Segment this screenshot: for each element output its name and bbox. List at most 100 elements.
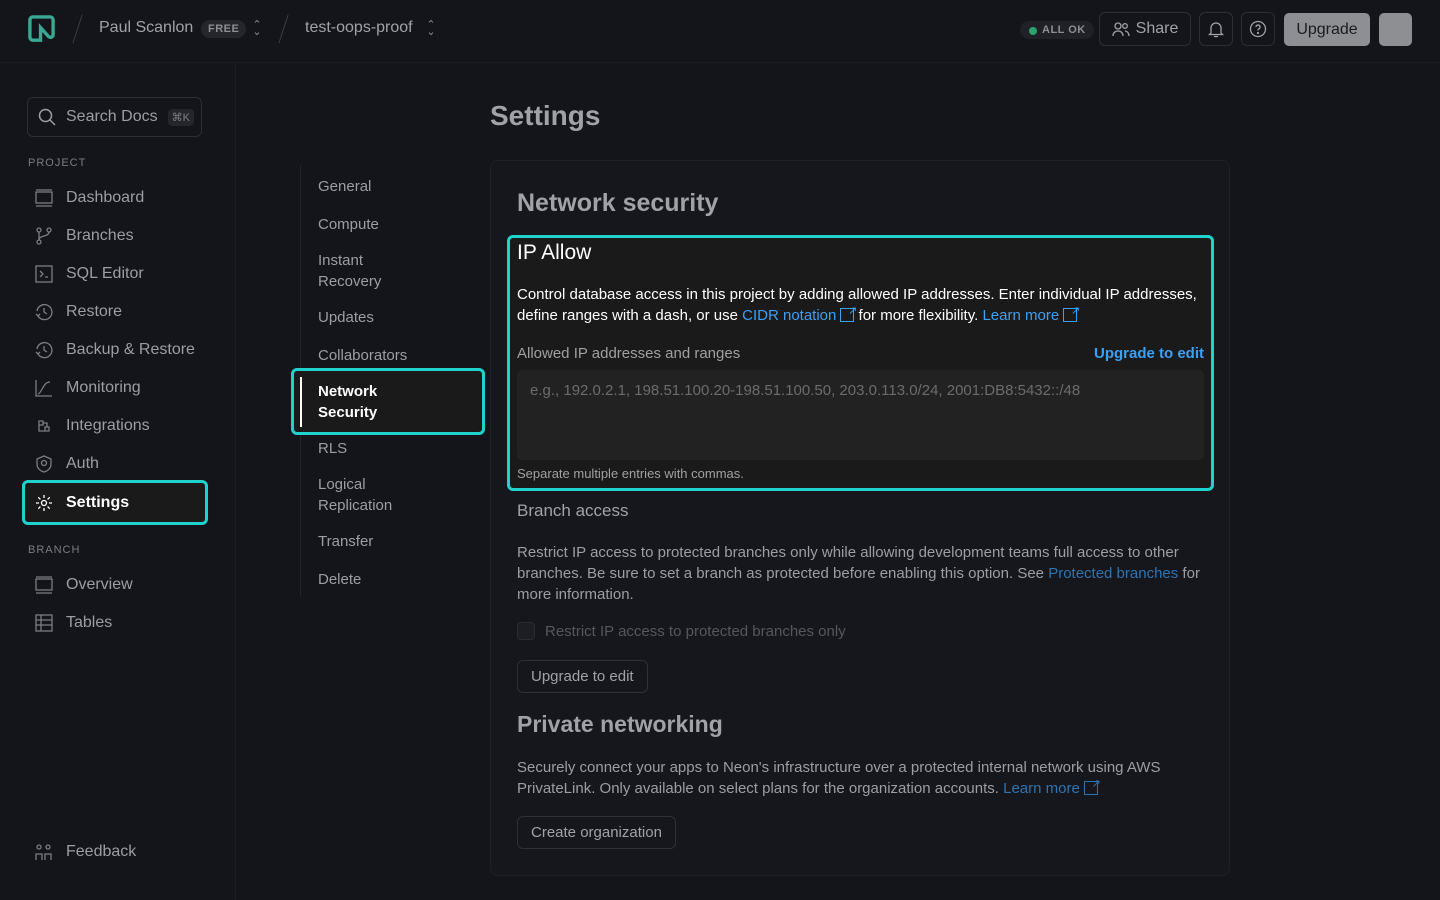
users-icon: [1111, 22, 1130, 37]
link-text: Learn more: [1003, 780, 1080, 797]
sidebar-item-label: Overview: [66, 576, 133, 593]
learn-more-link[interactable]: Learn more: [1003, 774, 1101, 797]
sidebar-item-restore[interactable]: Restore: [35, 300, 122, 324]
sidebar-item-sql-editor[interactable]: SQL Editor: [35, 262, 144, 286]
sidebar-item-settings[interactable]: Settings: [22, 480, 208, 525]
dashboard-icon: [35, 576, 53, 594]
allowed-ips-input[interactable]: e.g., 192.0.2.1, 198.51.100.20-198.51.10…: [517, 370, 1204, 460]
feedback-icon: [35, 844, 52, 860]
protected-branches-link[interactable]: Protected branches: [1048, 565, 1179, 582]
search-label: Search Docs: [66, 108, 158, 125]
branch-icon: [36, 227, 52, 245]
upgrade-to-edit-button[interactable]: Upgrade to edit: [517, 660, 648, 693]
sidebar-item-label: Tables: [66, 614, 113, 631]
sidebar-item-label: Dashboard: [66, 189, 145, 206]
project-section-label: PROJECT: [28, 157, 87, 169]
terminal-icon: [35, 265, 53, 283]
settings-nav-compute[interactable]: Compute: [318, 216, 379, 233]
external-link-icon: [1063, 301, 1080, 322]
top-bar: Paul Scanlon FREE ⌃ ⌄ test-oops-proof ⌃ ⌄ …: [0, 0, 1440, 63]
sidebar-item-label: Restore: [66, 303, 123, 320]
share-button[interactable]: Share: [1099, 12, 1191, 46]
branch-access-title: Branch access: [517, 501, 629, 520]
project-switcher-icon[interactable]: ⌃ ⌄: [426, 19, 436, 38]
settings-nav-updates[interactable]: Updates: [318, 309, 374, 326]
settings-nav-collaborators[interactable]: Collaborators: [318, 347, 408, 364]
settings-nav-general[interactable]: General: [318, 178, 372, 195]
help-button[interactable]: [1241, 12, 1275, 46]
dashboard-icon: [35, 189, 53, 207]
upgrade-button[interactable]: Upgrade: [1284, 13, 1370, 46]
private-networking-title: Private networking: [517, 711, 723, 737]
breadcrumb-divider: [278, 14, 289, 44]
sidebar-item-label: Settings: [66, 493, 130, 511]
integrations-icon: [38, 420, 50, 432]
settings-nav-delete[interactable]: Delete: [318, 571, 362, 588]
avatar[interactable]: [1379, 13, 1412, 46]
settings-nav-rls[interactable]: RLS: [318, 440, 348, 457]
description-text: for more information.: [517, 565, 1200, 603]
status-badge[interactable]: ALL OK: [1020, 21, 1094, 39]
settings-nav-transfer[interactable]: Transfer: [318, 533, 374, 550]
sidebar-item-backup-restore[interactable]: Backup & Restore: [35, 338, 195, 362]
sidebar-item-auth[interactable]: Auth: [35, 452, 99, 476]
section-title: Network security: [517, 189, 719, 217]
settings-nav-network-security[interactable]: Network Security: [291, 368, 485, 435]
history-icon: [35, 341, 53, 359]
page-title: Settings: [490, 100, 601, 131]
allowed-ips-label: Allowed IP addresses and ranges: [517, 345, 741, 362]
notifications-button[interactable]: [1199, 12, 1233, 46]
private-networking-description: Securely connect your apps to Neon's inf…: [517, 757, 1207, 799]
sidebar-item-tables[interactable]: Tables: [35, 611, 112, 635]
description-text: for more flexibility.: [854, 307, 983, 324]
sidebar-item-monitoring[interactable]: Monitoring: [35, 376, 141, 400]
ip-allow-description: Control database access in this project …: [517, 284, 1207, 326]
branch-section-label: BRANCH: [28, 544, 81, 556]
org-switcher-icon[interactable]: ⌃ ⌄: [252, 19, 262, 38]
chart-icon: [35, 380, 52, 397]
restrict-checkbox[interactable]: [517, 622, 535, 640]
sidebar-item-branches[interactable]: Branches: [35, 224, 134, 248]
settings-nav-label: Network Security: [318, 383, 378, 421]
breadcrumb-divider: [72, 14, 83, 44]
sidebar: [0, 63, 236, 900]
description-text: Restrict IP access to protected branches…: [517, 544, 1179, 582]
sidebar-item-integrations[interactable]: Integrations: [35, 414, 150, 438]
plan-badge: FREE: [201, 20, 247, 38]
neon-logo-icon[interactable]: [27, 15, 56, 44]
cidr-notation-link[interactable]: CIDR notation: [742, 301, 857, 324]
sidebar-item-overview[interactable]: Overview: [35, 573, 133, 597]
search-docs-button[interactable]: Search Docs ⌘K: [27, 97, 202, 137]
checkbox-label: Restrict IP access to protected branches…: [545, 622, 846, 640]
description-text: Securely connect your apps to Neon's inf…: [517, 759, 1161, 797]
external-link-icon: [1083, 774, 1101, 795]
active-indicator: [300, 377, 302, 427]
settings-nav-instant-recovery[interactable]: Instant Recovery: [318, 252, 382, 290]
org-name[interactable]: Paul Scanlon: [99, 19, 194, 36]
sidebar-item-label: Branches: [66, 227, 134, 244]
sidebar-item-label: SQL Editor: [66, 265, 144, 282]
search-icon: [38, 108, 56, 126]
external-link-icon: [840, 301, 857, 322]
ip-allow-section: IP Allow Control database access in this…: [507, 235, 1214, 491]
table-icon: [35, 614, 53, 632]
link-text: Learn more: [982, 307, 1060, 324]
history-icon: [35, 303, 53, 321]
upgrade-to-edit-link[interactable]: Upgrade to edit: [1093, 345, 1204, 362]
create-organization-button[interactable]: Create organization: [517, 816, 676, 849]
project-name[interactable]: test-oops-proof: [305, 19, 413, 36]
feedback-label: Feedback: [66, 843, 137, 860]
learn-more-link[interactable]: Learn more: [982, 301, 1080, 324]
sidebar-item-label: Integrations: [66, 417, 150, 434]
feedback-button[interactable]: Feedback: [35, 840, 136, 864]
search-shortcut: ⌘K: [167, 108, 194, 126]
settings-nav-logical-replication[interactable]: Logical Replication: [318, 476, 393, 514]
sidebar-item-label: Monitoring: [66, 379, 141, 396]
ip-hint: Separate multiple entries with commas.: [517, 466, 744, 481]
restrict-checkbox-row: Restrict IP access to protected branches…: [517, 622, 846, 640]
gear-icon: [36, 494, 52, 511]
shield-icon: [36, 455, 52, 473]
sidebar-item-dashboard[interactable]: Dashboard: [35, 186, 144, 210]
help-icon: [1249, 20, 1267, 38]
link-text: CIDR notation: [742, 307, 837, 324]
